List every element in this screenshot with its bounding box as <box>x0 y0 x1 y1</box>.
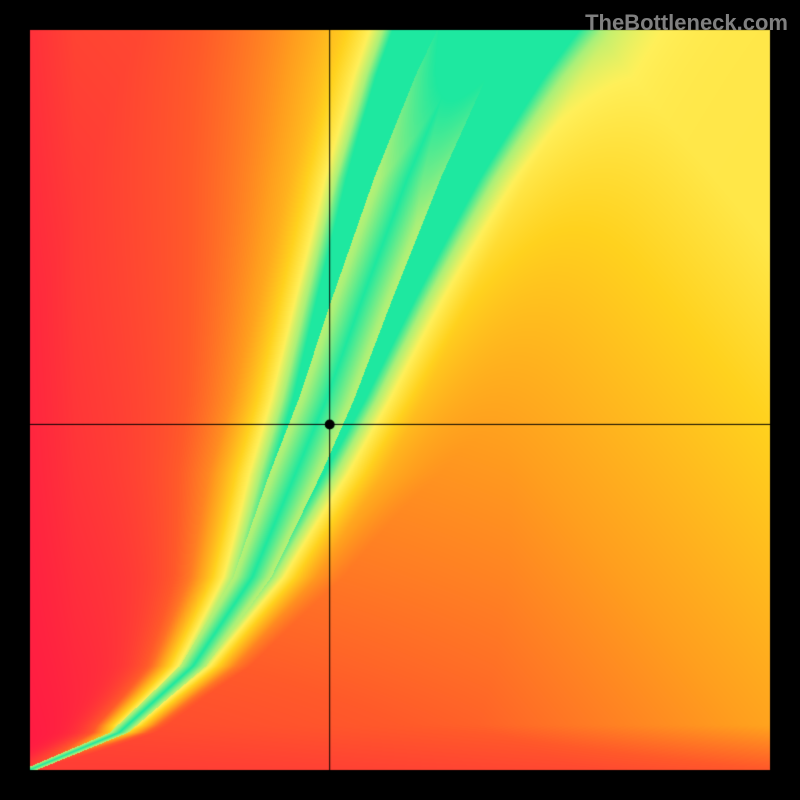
attribution-watermark: TheBottleneck.com <box>585 10 788 36</box>
bottleneck-heatmap <box>0 0 800 800</box>
figure-container: TheBottleneck.com <box>0 0 800 800</box>
